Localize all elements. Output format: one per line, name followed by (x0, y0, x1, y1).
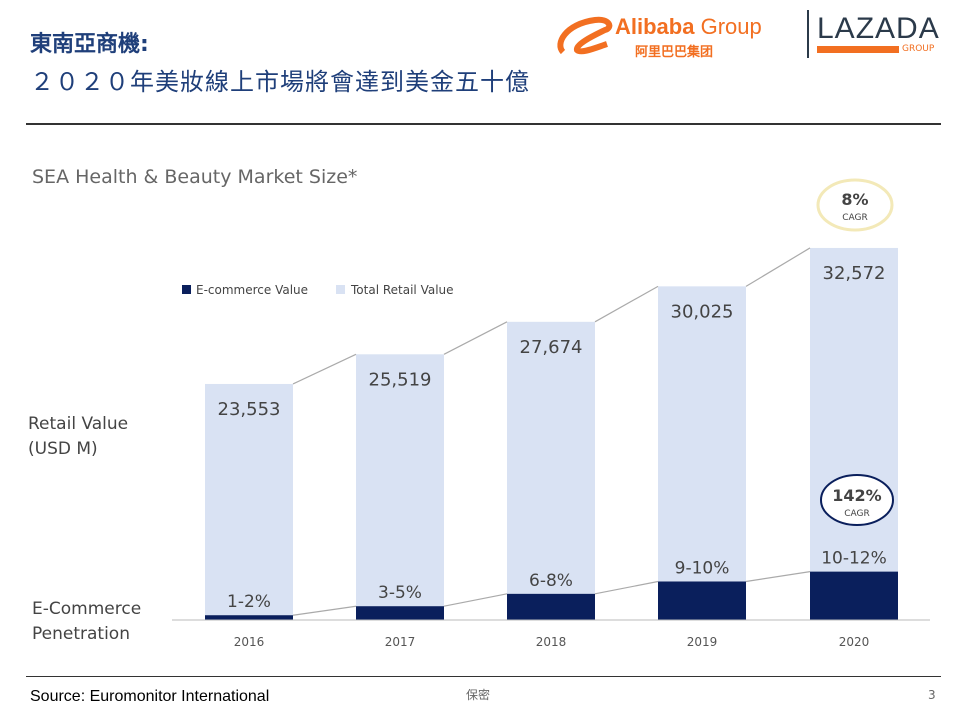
label-ecommerce-2020: 10-12% (821, 549, 887, 569)
label-total-2019: 30,025 (671, 301, 734, 322)
y-axis-label-penetration: Penetration (32, 624, 130, 644)
connector-total (745, 247, 811, 287)
cagr-value-ecommerce: 142% (832, 486, 881, 505)
bar-ecommerce-2018 (507, 593, 595, 620)
bar-ecommerce-2016 (205, 615, 293, 620)
legend-label-total: Total Retail Value (350, 283, 454, 297)
connector-ecommerce (443, 593, 508, 607)
label-ecommerce-2018: 6-8% (529, 571, 573, 591)
legend-label-ecommerce: E-commerce Value (196, 283, 308, 297)
slide-title: 東南亞商機: (30, 32, 149, 57)
x-tick-2019: 2019 (687, 635, 718, 649)
confidential-label: 保密 (466, 688, 491, 702)
bar-total-2020 (810, 247, 898, 621)
bar-total-2018 (507, 321, 595, 620)
label-total-2020: 32,572 (823, 263, 886, 284)
cagr-value-total: 8% (841, 190, 868, 209)
bar-total-2017 (356, 354, 444, 620)
label-total-2018: 27,674 (520, 337, 583, 358)
footer-rule (26, 676, 941, 677)
logo-divider (807, 10, 809, 58)
label-total-2016: 23,553 (218, 399, 281, 420)
header-rule (26, 123, 941, 125)
legend-swatch-total (336, 285, 345, 294)
bar-total-2019 (658, 286, 746, 620)
label-ecommerce-2019: 9-10% (675, 558, 730, 578)
cagr-sub-ecommerce: CAGR (844, 509, 870, 519)
bar-ecommerce-2017 (356, 606, 444, 620)
connector-total (443, 321, 508, 355)
cagr-badge-total (816, 178, 894, 232)
page-number: 3 (928, 688, 936, 702)
x-tick-2020: 2020 (839, 635, 870, 649)
connector-ecommerce (745, 571, 811, 583)
source-note: Source: Euromonitor International (30, 688, 270, 705)
x-tick-2017: 2017 (385, 635, 416, 649)
label-ecommerce-2017: 3-5% (378, 583, 422, 603)
alibaba-logo: Alibaba Group 阿里巴巴集团 (555, 14, 800, 60)
y-axis-label-penetration: E-Commerce (32, 599, 141, 619)
bar-ecommerce-2020 (810, 571, 898, 620)
label-ecommerce-2016: 1-2% (227, 592, 271, 612)
legend-swatch-ecommerce (182, 285, 191, 294)
x-tick-2018: 2018 (536, 635, 567, 649)
connector-ecommerce (594, 580, 659, 595)
y-axis-label-retail: (USD M) (28, 439, 98, 459)
slide-subtitle: ２０２０年美妝線上市場將會達到美金五十億 (30, 68, 530, 96)
label-total-2017: 25,519 (369, 369, 432, 390)
connector-ecommerce (292, 605, 357, 616)
y-axis-label-retail: Retail Value (28, 414, 128, 434)
lazada-logo: LAZADA GROUP (817, 12, 940, 54)
chart-title: SEA Health & Beauty Market Size* (32, 166, 357, 188)
cagr-sub-total: CAGR (842, 213, 868, 223)
connector-total (594, 285, 659, 323)
cagr-badge-ecommerce (820, 474, 894, 526)
connector-total (292, 353, 357, 385)
x-tick-2016: 2016 (234, 635, 265, 649)
bar-ecommerce-2019 (658, 581, 746, 620)
bar-total-2016 (205, 383, 293, 620)
